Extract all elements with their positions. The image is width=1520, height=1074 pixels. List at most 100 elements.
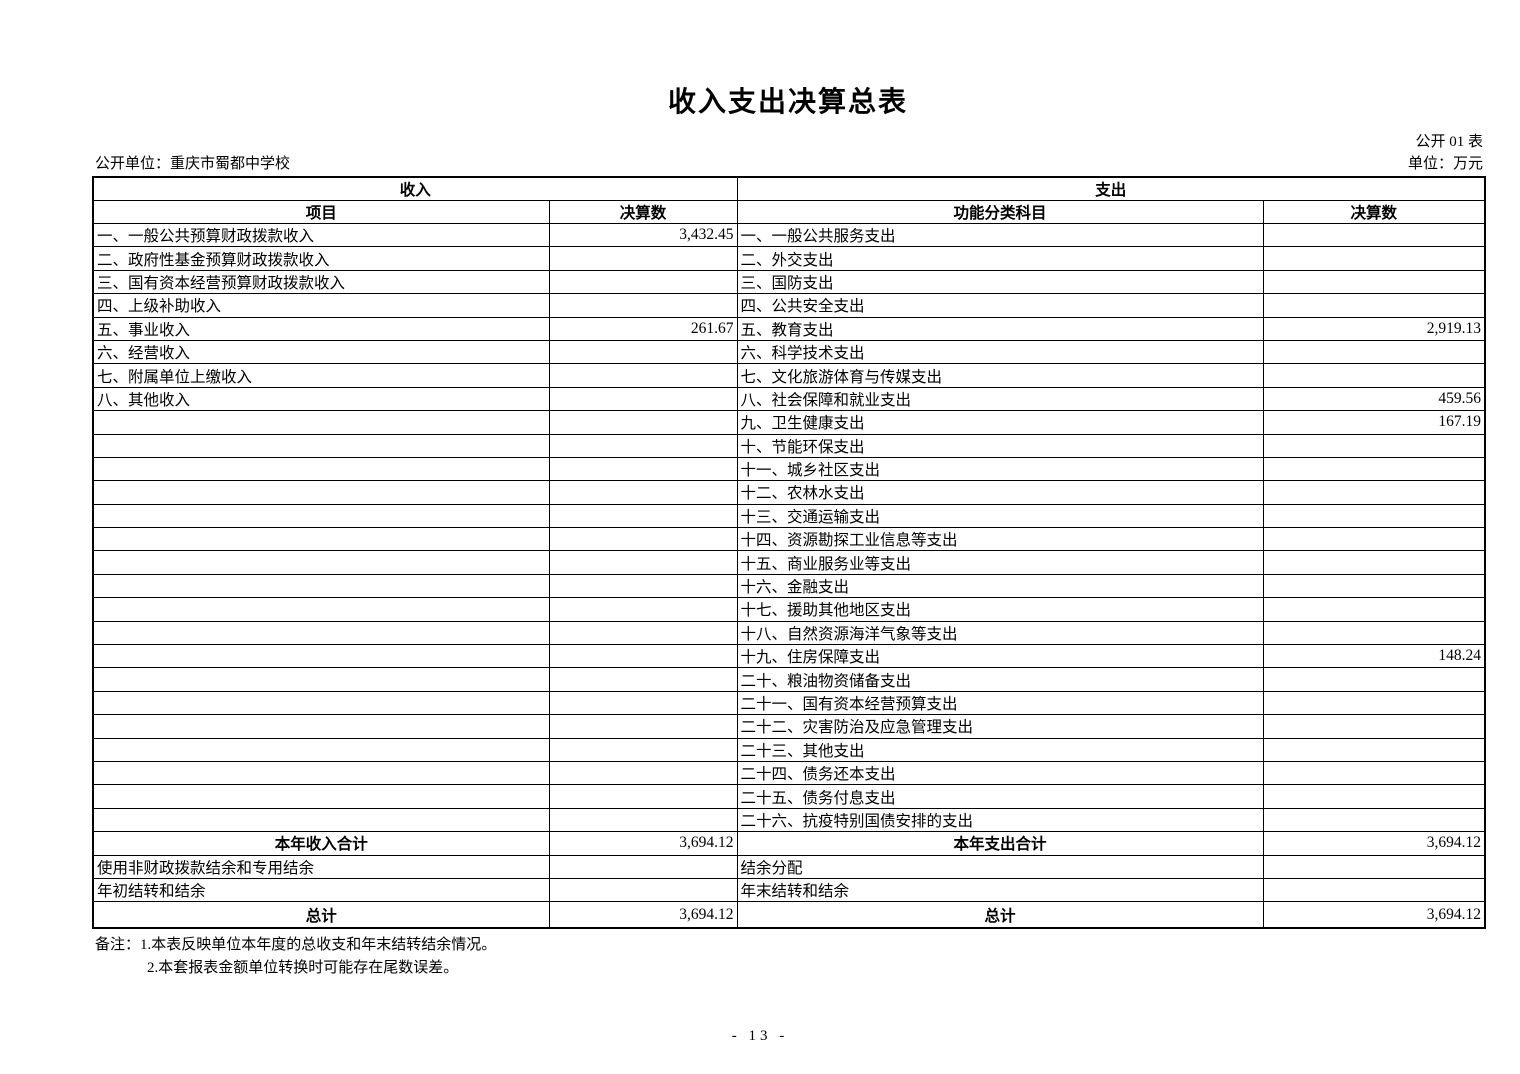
table-row: 二十六、抗疫特别国债安排的支出 <box>92 807 1486 833</box>
income-item-cell <box>92 737 550 762</box>
expense-value-cell <box>1262 363 1486 388</box>
expense-item-cell: 三、国防支出 <box>736 269 1264 295</box>
table-row: 二十一、国有资本经营预算支出 <box>92 690 1486 716</box>
expense-value-cell <box>1262 269 1486 295</box>
table-row: 十五、商业服务业等支出 <box>92 550 1486 575</box>
income-value-cell <box>548 550 738 575</box>
expense-item-cell: 二十五、债务付息支出 <box>736 784 1264 809</box>
income-item-cell <box>92 597 550 622</box>
expense-value-cell <box>1262 339 1486 365</box>
expense-value-cell <box>1262 293 1486 318</box>
expense-value-cell <box>1262 737 1486 762</box>
income-item-cell <box>92 527 550 552</box>
header-rows: 收入 支出 项目 决算数 功能分类科目 决算数 <box>92 176 1486 224</box>
income-value-cell <box>548 714 738 739</box>
income-item-cell <box>92 503 550 529</box>
expense-value-cell <box>1262 690 1486 716</box>
expense-item-cell: 十三、交通运输支出 <box>736 503 1264 529</box>
expense-item-cell: 八、社会保障和就业支出 <box>736 386 1264 412</box>
expense-value-cell <box>1262 246 1486 271</box>
expense-item-col-header: 功能分类科目 <box>736 200 1264 224</box>
info-line: 公开单位：重庆市蜀都中学校 单位：万元 <box>95 152 1483 173</box>
grand-total-income-value: 3,694.12 <box>548 901 738 929</box>
income-value-cell <box>548 807 738 833</box>
expense-item-cell: 十一、城乡社区支出 <box>736 456 1264 482</box>
income-item-cell: 六、经营收入 <box>92 339 550 365</box>
income-item-cell: 四、上级补助收入 <box>92 293 550 318</box>
expense-value-cell: 459.56 <box>1262 386 1486 412</box>
income-value-cell <box>548 597 738 622</box>
expense-section-header: 支出 <box>736 176 1486 201</box>
expense-item-cell: 十八、自然资源海洋气象等支出 <box>736 620 1264 646</box>
expense-value-cell <box>1262 222 1486 248</box>
main-rows: 一、一般公共预算财政拨款收入 3,432.45 一、一般公共服务支出 二、政府性… <box>92 222 1486 833</box>
income-value-cell: 3,432.45 <box>548 222 738 248</box>
expense-item-cell: 九、卫生健康支出 <box>736 410 1264 435</box>
income-item-cell: 七、附属单位上缴收入 <box>92 363 550 388</box>
expense-value-col-header: 决算数 <box>1262 200 1486 224</box>
income-value-cell <box>548 760 738 786</box>
expense-value-cell <box>1262 807 1486 833</box>
income-item-col-header: 项目 <box>92 200 550 224</box>
summary-table: 收入 支出 项目 决算数 功能分类科目 决算数 一、一般公共预算财政拨款收入 3… <box>92 176 1487 929</box>
table-row: 十一、城乡社区支出 <box>92 456 1486 482</box>
grand-total-expense-value: 3,694.12 <box>1262 901 1486 929</box>
income-item-cell: 三、国有资本经营预算财政拨款收入 <box>92 269 550 295</box>
income-value-cell <box>548 667 738 692</box>
income-item-cell <box>92 573 550 599</box>
table-row: 二十三、其他支出 <box>92 737 1486 762</box>
expense-value-cell <box>1262 620 1486 646</box>
expense-item-cell: 二、外交支出 <box>736 246 1264 271</box>
income-item-cell <box>92 760 550 786</box>
expense-item-cell: 二十三、其他支出 <box>736 737 1264 762</box>
expense-value-cell <box>1262 714 1486 739</box>
expense-item-cell: 十五、商业服务业等支出 <box>736 550 1264 575</box>
annual-total-section: 本年收入合计 3,694.12 本年支出合计 3,694.12 <box>92 831 1486 856</box>
income-total-value: 3,694.12 <box>548 831 738 856</box>
expense-item-cell: 四、公共安全支出 <box>736 293 1264 318</box>
income-item-cell <box>92 480 550 505</box>
table-row: 二十二、灾害防治及应急管理支出 <box>92 714 1486 739</box>
income-value-cell <box>548 503 738 529</box>
expense-total-value: 3,694.12 <box>1262 831 1486 856</box>
table-row: 十二、农林水支出 <box>92 480 1486 505</box>
footnote-2: 2.本套报表金额单位转换时可能存在尾数误差。 <box>147 959 459 976</box>
footnote-1: 备注：1.本表反映单位本年度的总收支和年末结转结余情况。 <box>95 936 497 953</box>
income-item-cell <box>92 550 550 575</box>
income-value-col-header: 决算数 <box>548 200 738 224</box>
expense-item-cell: 结余分配 <box>736 854 1264 879</box>
table-row: 十四、资源勘探工业信息等支出 <box>92 527 1486 552</box>
income-value-cell <box>548 644 738 669</box>
table-row: 十三、交通运输支出 <box>92 503 1486 529</box>
expense-item-cell: 十九、住房保障支出 <box>736 644 1264 669</box>
income-item-cell: 年初结转和结余 <box>92 877 550 903</box>
income-value-cell <box>548 339 738 365</box>
table-row: 三、国有资本经营预算财政拨款收入 三、国防支出 <box>92 269 1486 295</box>
expense-item-cell: 十二、农林水支出 <box>736 480 1264 505</box>
unit-label: 单位：万元 <box>1407 156 1483 172</box>
table-row: 二十四、债务还本支出 <box>92 760 1486 786</box>
grand-total-income-label: 总计 <box>92 901 550 929</box>
income-value-cell <box>548 854 738 879</box>
annual-total-row: 本年收入合计 3,694.12 本年支出合计 3,694.12 <box>92 831 1486 856</box>
carryover-rows: 使用非财政拨款结余和专用结余 结余分配 年初结转和结余 年末结转和结余 <box>92 854 1486 903</box>
income-item-cell <box>92 644 550 669</box>
expense-item-cell: 二十、粮油物资储备支出 <box>736 667 1264 692</box>
expense-item-cell: 十、节能环保支出 <box>736 433 1264 458</box>
table-row: 一、一般公共预算财政拨款收入 3,432.45 一、一般公共服务支出 <box>92 222 1486 248</box>
income-value-cell <box>548 573 738 599</box>
expense-value-cell <box>1262 877 1486 903</box>
table-row: 五、事业收入 261.67 五、教育支出 2,919.13 <box>92 316 1486 341</box>
table-row: 九、卫生健康支出 167.19 <box>92 410 1486 435</box>
income-item-cell: 使用非财政拨款结余和专用结余 <box>92 854 550 879</box>
table-row: 四、上级补助收入 四、公共安全支出 <box>92 293 1486 318</box>
income-value-cell: 261.67 <box>548 316 738 341</box>
income-value-cell <box>548 737 738 762</box>
income-value-cell <box>548 690 738 716</box>
income-value-cell <box>548 386 738 412</box>
expense-value-cell: 148.24 <box>1262 644 1486 669</box>
income-item-cell <box>92 620 550 646</box>
income-item-cell <box>92 784 550 809</box>
expense-value-cell <box>1262 667 1486 692</box>
